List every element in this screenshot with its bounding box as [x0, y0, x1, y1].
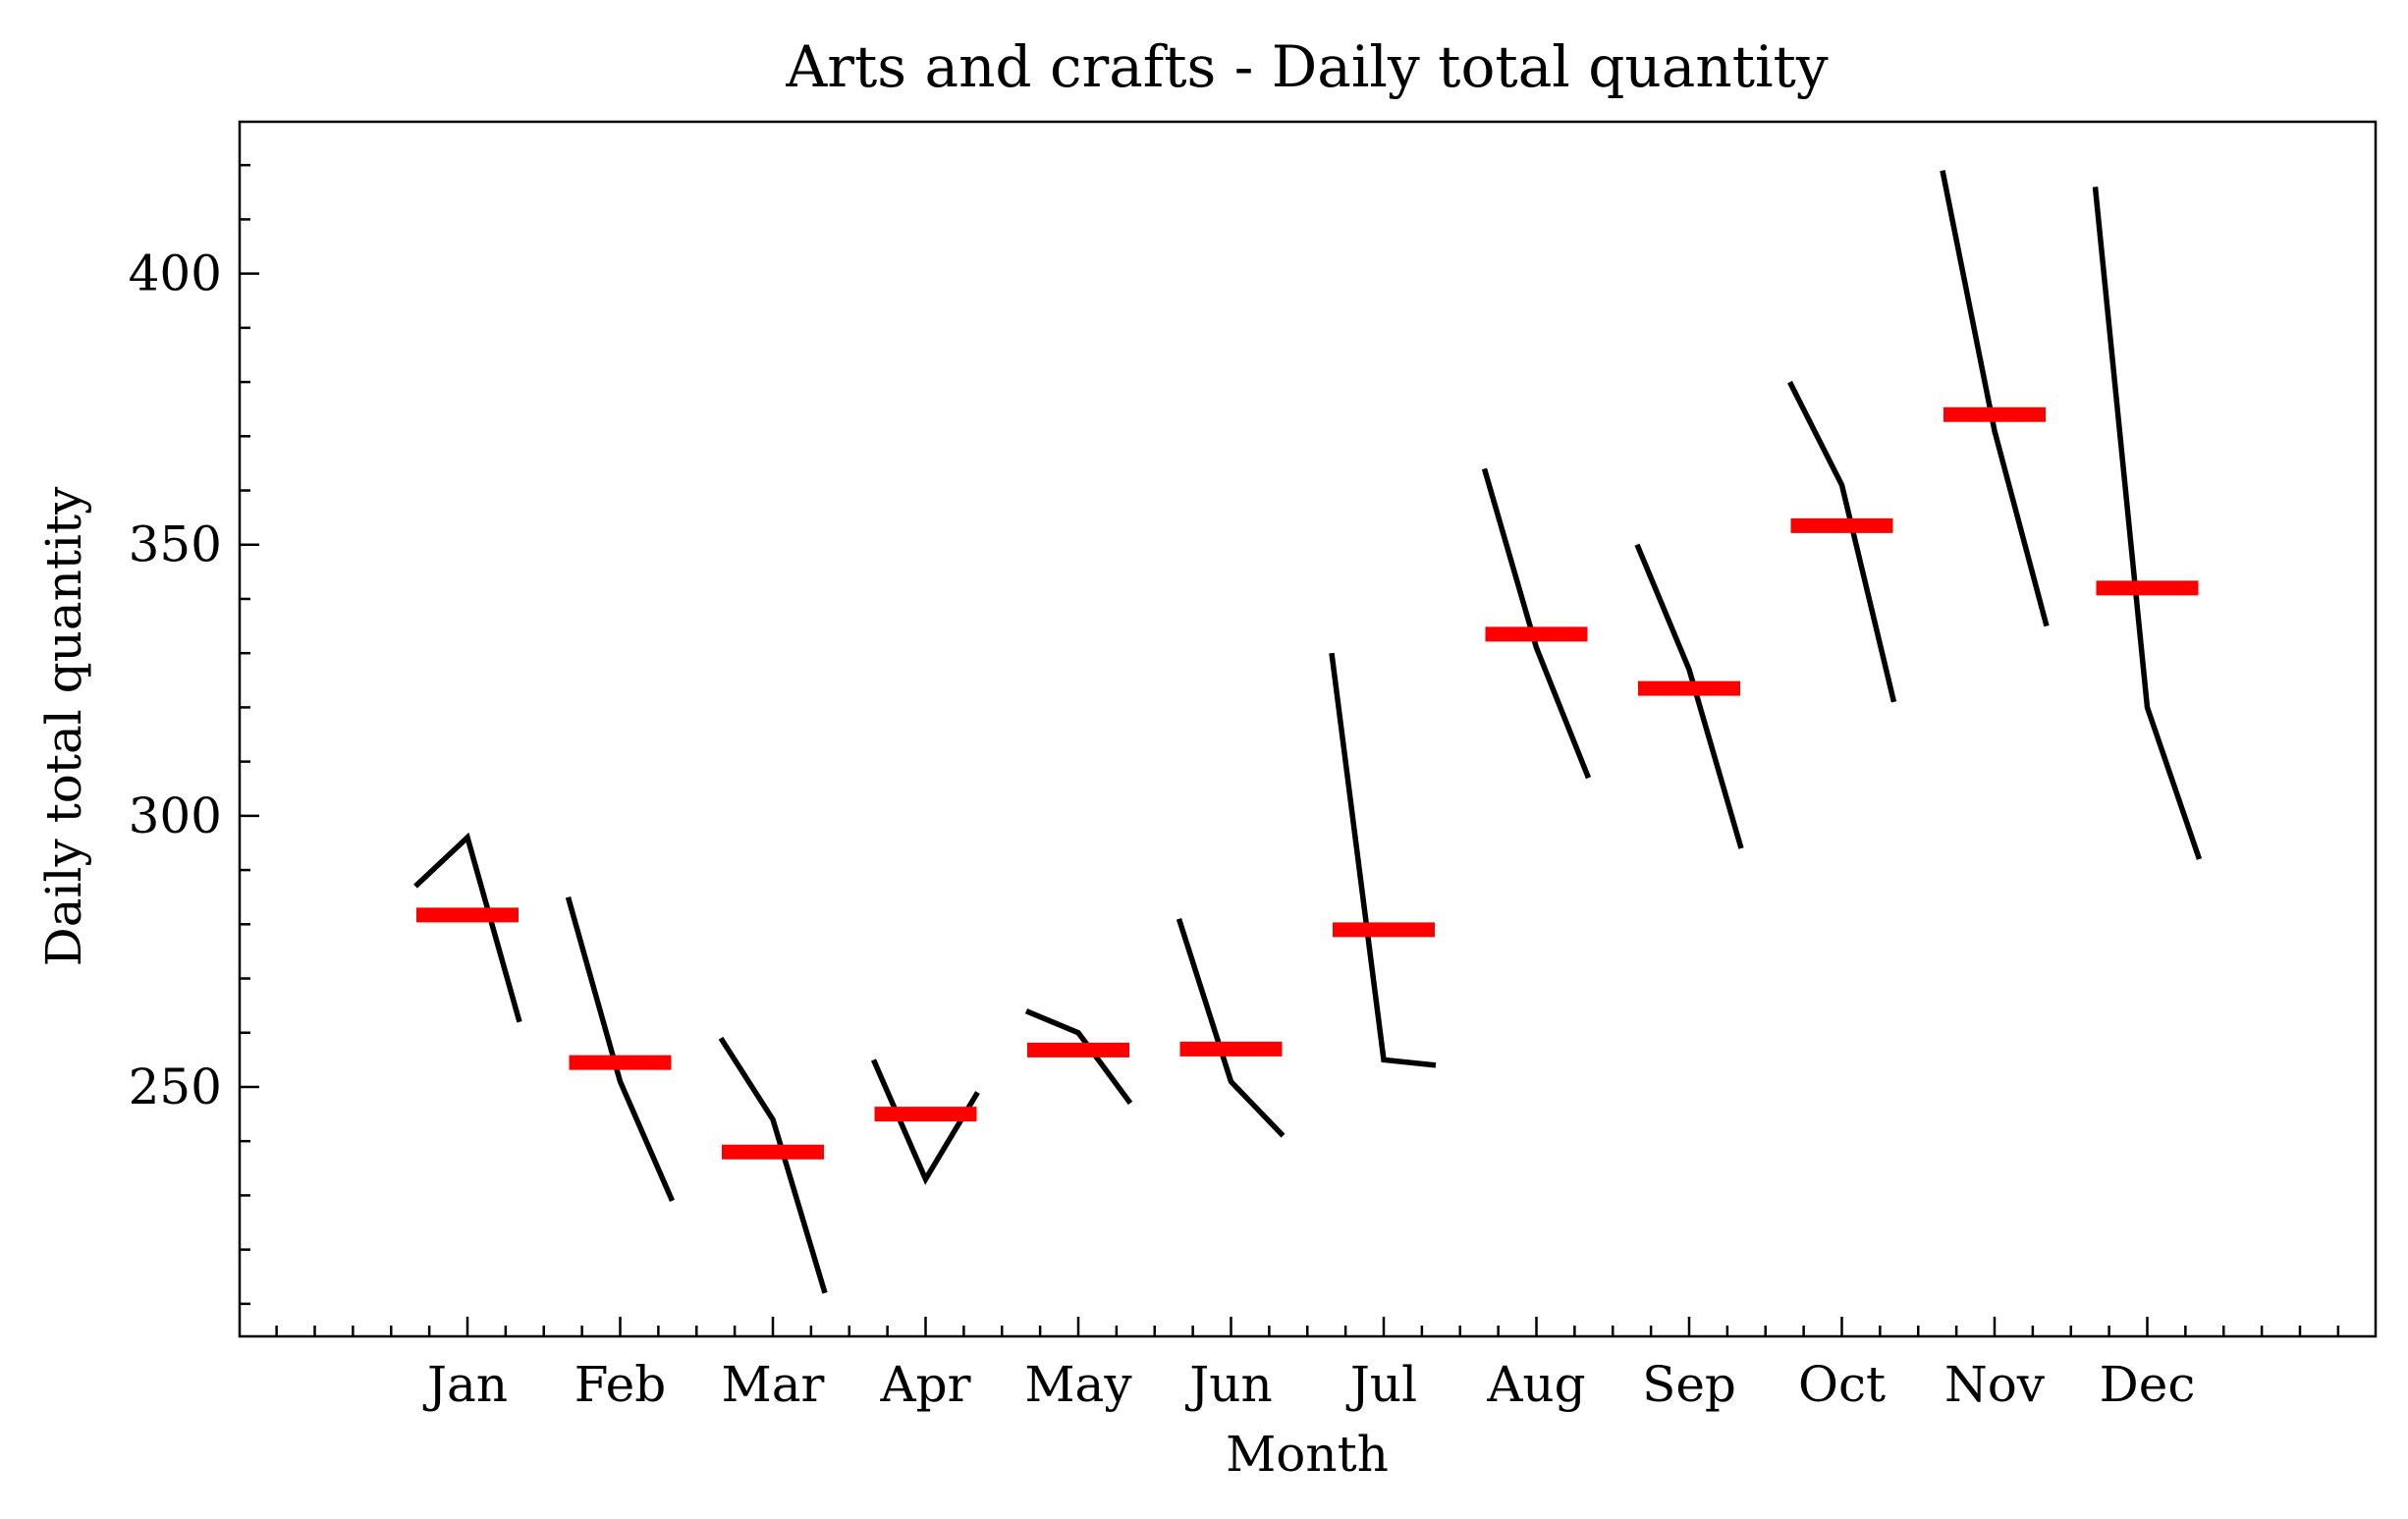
x-axis-label: Month	[1226, 1426, 1389, 1483]
subseries-line-oct	[1787, 380, 1897, 703]
x-tick-label: Jan	[422, 1356, 508, 1413]
subseries-line-aug	[1481, 467, 1592, 780]
x-tick-label: Mar	[722, 1356, 825, 1413]
x-tick-label: Dec	[2100, 1356, 2196, 1413]
subseries-line-jan	[413, 832, 522, 1023]
plot-area: 250 300 350 400 Jan Feb Mar Apr May Jun Jul Aug Sep O…	[129, 163, 2340, 1413]
subseries-line-jun	[1176, 917, 1286, 1138]
x-tick-label: Sep	[1642, 1356, 1736, 1413]
subseries-line-jul	[1329, 652, 1437, 1068]
plot-frame	[238, 120, 2378, 1338]
y-axis-label: Daily total quantity	[35, 486, 92, 966]
x-tick-label: May	[1024, 1356, 1132, 1413]
x-tick-label: Aug	[1486, 1356, 1585, 1413]
x-tick-label: Oct	[1798, 1356, 1886, 1413]
y-tick-label: 300	[129, 787, 222, 844]
x-tick-label: Jul	[1345, 1356, 1417, 1413]
chart-title: Arts and crafts - Daily total quantity	[785, 33, 1828, 100]
subseries-line-feb	[565, 895, 676, 1203]
subseries-line-dec	[2092, 187, 2203, 860]
subseries-line-nov	[1940, 170, 2050, 627]
subseries-line-mar	[718, 1036, 828, 1294]
x-tick-label: Apr	[879, 1356, 970, 1413]
y-tick-label: 250	[129, 1058, 222, 1115]
y-tick-label: 400	[129, 245, 222, 302]
subseries-line-may	[1024, 1008, 1133, 1106]
x-tick-label: Jun	[1184, 1356, 1272, 1413]
subseries-line-sep	[1634, 543, 1744, 849]
x-tick-label: Nov	[1944, 1356, 2046, 1413]
x-tick-label: Feb	[575, 1356, 667, 1413]
y-tick-label: 350	[129, 516, 222, 573]
